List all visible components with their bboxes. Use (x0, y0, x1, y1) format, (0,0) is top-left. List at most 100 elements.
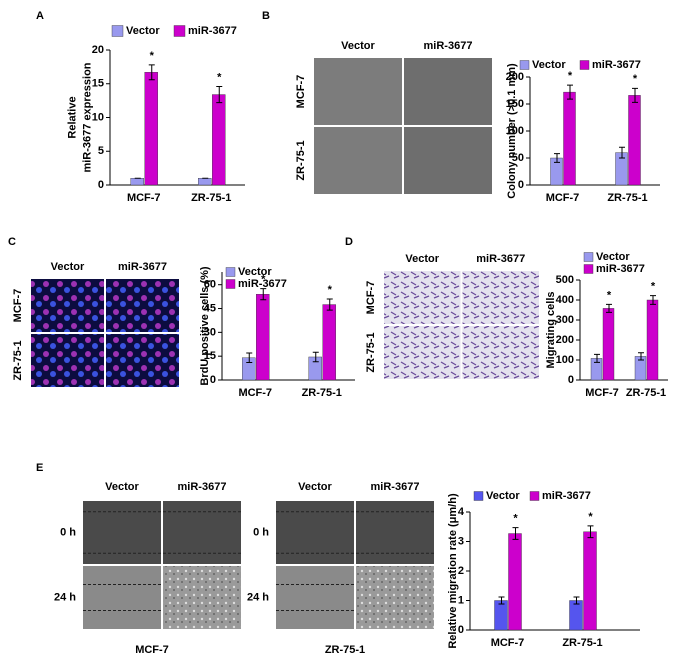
y-axis-label: Relative migration rate (μm/h) (447, 493, 459, 649)
y-axis-label: Colony number (>0.1 mm) (506, 63, 518, 199)
error-bar (567, 84, 573, 100)
image-tile (462, 326, 539, 379)
significance-mark: * (150, 50, 155, 62)
bar (628, 95, 641, 186)
error-bar (148, 64, 155, 81)
column-label: Vector (405, 253, 439, 265)
legend-swatch (583, 252, 594, 262)
y-tick-label: 0 (210, 374, 216, 386)
x-tick-label: MCF-7 (491, 637, 525, 649)
y-tick-label: 60 (204, 279, 216, 291)
y-tick-label: 100 (506, 125, 524, 137)
row-label: 0 h (60, 526, 76, 538)
row-label: ZR-75-1 (12, 340, 24, 380)
y-tick-label: 0 (568, 374, 574, 386)
y-tick-label: 400 (556, 294, 574, 306)
legend-label: miR-3677 (188, 25, 237, 37)
legend-swatch (111, 25, 124, 37)
legend-swatch (579, 60, 590, 70)
y-tick-label: 3 (458, 535, 464, 547)
image-tile (31, 334, 104, 387)
row-label: 24 h (54, 591, 76, 603)
x-tick-label: ZR-75-1 (562, 637, 602, 649)
image-tile (106, 279, 179, 332)
error-bar (554, 153, 560, 163)
y-tick-label: 15 (92, 78, 104, 90)
x-tick-label: MCF-7 (546, 192, 580, 204)
image-tile (404, 58, 492, 125)
column-label: miR-3677 (371, 481, 420, 493)
error-bar (512, 527, 519, 540)
bar (646, 299, 659, 381)
panel-label: A (36, 10, 44, 22)
significance-mark: * (328, 284, 333, 296)
y-tick-label: 150 (506, 98, 524, 110)
y-tick-label: 15 (204, 350, 216, 362)
bar (583, 531, 597, 631)
column-label: Vector (298, 481, 332, 493)
error-bar (606, 303, 612, 313)
legend-label: Vector (532, 59, 566, 71)
image-tile (384, 271, 461, 324)
image-tile (276, 566, 354, 629)
image-tile (314, 58, 402, 125)
y-tick-label: 0 (518, 179, 524, 191)
image-tile (31, 279, 104, 332)
error-bar (260, 288, 267, 301)
y-axis-label: Relative (66, 96, 78, 138)
x-tick-label: ZR-75-1 (302, 387, 342, 399)
legend-swatch (173, 25, 186, 37)
legend-label: Vector (596, 251, 630, 263)
significance-mark: * (568, 70, 573, 82)
image-tile (356, 566, 434, 629)
y-tick-label: 200 (556, 334, 574, 346)
y-tick-label: 0 (98, 179, 104, 191)
y-tick-label: 300 (556, 314, 574, 326)
y-tick-label: 5 (98, 145, 104, 157)
legend-swatch (529, 491, 540, 501)
y-axis-label: BrdU positive cells (%) (199, 266, 211, 386)
significance-mark: * (607, 289, 612, 301)
bar (602, 308, 615, 381)
column-label: miR-3677 (178, 481, 227, 493)
y-tick-label: 20 (92, 44, 104, 56)
significance-mark: * (261, 274, 266, 286)
row-label: ZR-75-1 (295, 140, 307, 180)
legend-swatch (583, 264, 594, 274)
error-bar (650, 295, 656, 305)
error-bar (573, 596, 580, 605)
legend-label: Vector (126, 25, 160, 37)
significance-mark: * (217, 71, 222, 83)
image-tile (314, 127, 402, 194)
image-tile (404, 127, 492, 194)
image-tile (106, 334, 179, 387)
legend-label: Vector (486, 490, 520, 502)
image-tile (356, 501, 434, 564)
y-tick-label: 1 (458, 594, 464, 606)
bar (144, 72, 158, 186)
significance-mark: * (651, 281, 656, 293)
bar (563, 91, 576, 186)
bar (508, 533, 522, 631)
error-bar (638, 352, 644, 361)
legend-swatch (473, 491, 484, 501)
image-caption: ZR-75-1 (325, 644, 365, 656)
legend-swatch (519, 60, 530, 70)
error-bar (594, 353, 600, 363)
bar (212, 94, 226, 186)
y-tick-label: 500 (556, 274, 574, 286)
row-label: MCF-7 (12, 289, 24, 323)
y-axis-label: Migrating cells (545, 291, 557, 368)
image-tile (163, 501, 241, 564)
y-tick-label: 45 (204, 302, 216, 314)
image-tile (163, 566, 241, 629)
image-caption: MCF-7 (135, 644, 169, 656)
bar (569, 600, 583, 631)
error-bar (326, 298, 333, 311)
legend-label: miR-3677 (592, 59, 641, 71)
x-tick-label: ZR-75-1 (607, 192, 647, 204)
panel-label: C (8, 236, 16, 248)
y-tick-label: 10 (92, 111, 104, 123)
image-tile (83, 566, 161, 629)
